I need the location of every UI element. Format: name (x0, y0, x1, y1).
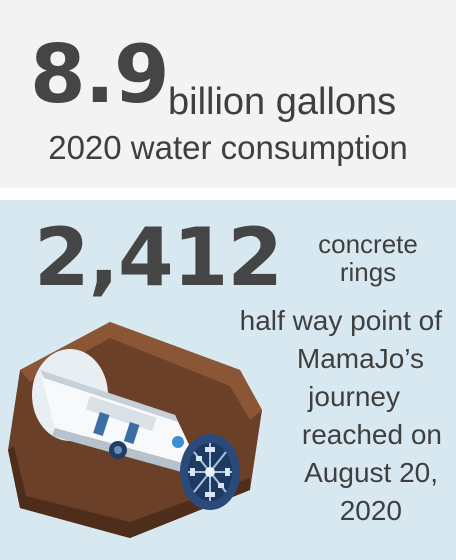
description-line: August 20, (304, 457, 438, 488)
description-line: journey (308, 381, 400, 412)
concrete-rings-value: 2,412 (34, 211, 283, 304)
tunnel-boring-machine-icon (8, 322, 262, 538)
description-line: reached on (301, 419, 442, 450)
concrete-rings-unit-line2: rings (339, 257, 397, 287)
water-consumption-caption: 2020 water consumption (48, 129, 408, 166)
concrete-rings-unit: concrete rings (288, 230, 448, 286)
description-line: half way point of (239, 305, 442, 336)
water-consumption-panel (0, 0, 456, 188)
panel-divider (0, 188, 456, 200)
milestone-description: half way point of MamaJo’s journey reach… (156, 302, 442, 530)
concrete-rings-unit-line1: concrete (318, 229, 418, 259)
water-consumption-unit: billion gallons (168, 81, 397, 123)
description-line: 2020 (339, 495, 402, 526)
water-consumption-value: 8.9 (30, 28, 170, 121)
description-line: MamaJo’s (296, 343, 424, 374)
